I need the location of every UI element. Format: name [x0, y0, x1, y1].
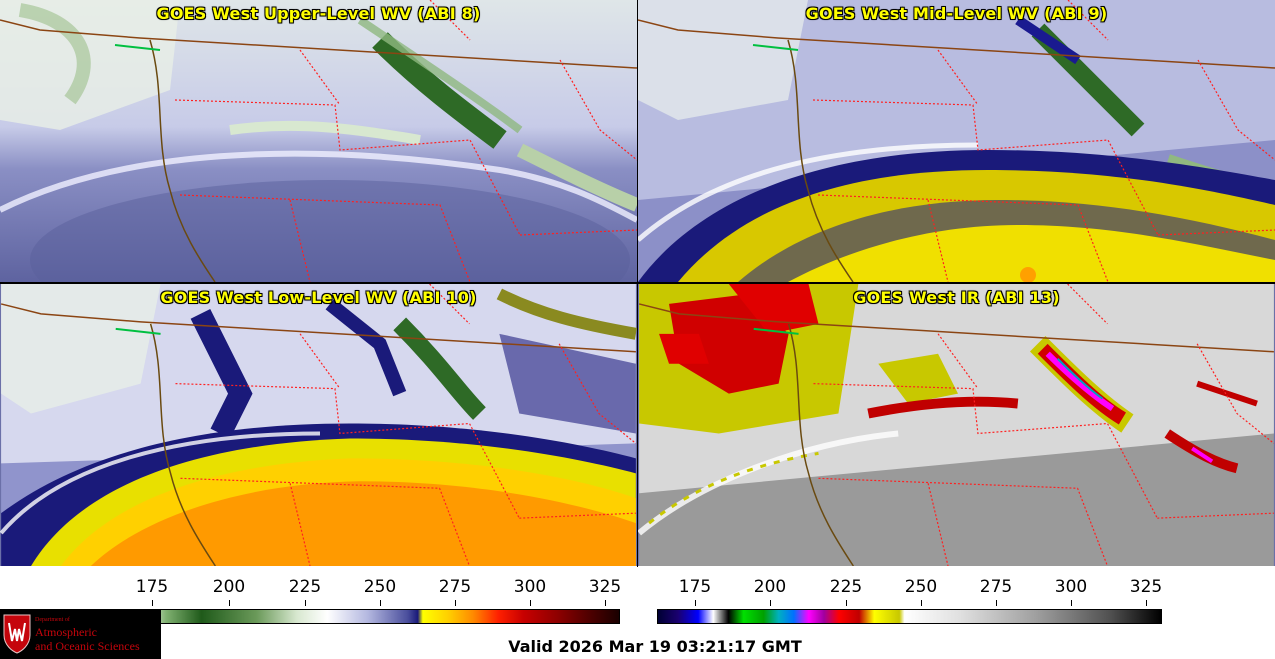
tick-label: 325 — [1129, 577, 1163, 597]
tick-mark — [846, 600, 847, 606]
ir-colorbar — [657, 609, 1162, 624]
tick-label: 325 — [588, 577, 622, 597]
ir-colorbar-ticks: 175 200 225 250 275 300 325 — [657, 577, 1163, 606]
tick-label: 225 — [288, 577, 322, 597]
tick-mark — [455, 600, 456, 606]
upper-level-wv-image — [0, 0, 637, 282]
tick-mark — [605, 600, 606, 606]
tick-mark — [770, 600, 771, 606]
logo-name-line2: and Oceanic Sciences — [35, 639, 140, 653]
wv-colorbar — [115, 609, 620, 624]
ir-image — [638, 284, 1275, 566]
tick-label: 225 — [829, 577, 863, 597]
panel-divider-horizontal — [0, 282, 1275, 284]
tick-label: 175 — [678, 577, 712, 597]
tick-mark — [380, 600, 381, 606]
tick-label: 275 — [979, 577, 1013, 597]
tick-label: 200 — [212, 577, 246, 597]
tick-mark — [921, 600, 922, 606]
tick-label: 175 — [135, 577, 169, 597]
panel-title: GOES West IR (ABI 13) — [853, 288, 1060, 307]
low-level-wv-image — [0, 284, 637, 566]
panel-title: GOES West Mid-Level WV (ABI 9) — [805, 4, 1108, 23]
tick-mark — [530, 600, 531, 606]
upper-level-wv-panel: GOES West Upper-Level WV (ABI 8) — [0, 0, 637, 282]
mid-level-wv-image — [638, 0, 1275, 282]
logo-department-text: Department of — [35, 617, 70, 623]
tick-mark — [1146, 600, 1147, 606]
panel-title: GOES West Upper-Level WV (ABI 8) — [156, 4, 481, 23]
panel-title: GOES West Low-Level WV (ABI 10) — [160, 288, 477, 307]
tick-label: 300 — [513, 577, 547, 597]
tick-mark — [152, 600, 153, 606]
low-level-wv-panel: GOES West Low-Level WV (ABI 10) — [0, 284, 637, 566]
wv-colorbar-ticks: 175 200 225 250 275 300 325 — [115, 577, 622, 606]
tick-label: 250 — [363, 577, 397, 597]
tick-mark — [1071, 600, 1072, 606]
tick-label: 275 — [438, 577, 472, 597]
tick-mark — [305, 600, 306, 606]
uw-crest-icon — [3, 614, 31, 654]
ir-panel: GOES West IR (ABI 13) — [638, 284, 1275, 566]
tick-mark — [996, 600, 997, 606]
valid-time: Valid 2026 Mar 19 03:21:17 GMT — [508, 637, 802, 656]
aos-logo: Department of Atmospheric and Oceanic Sc… — [0, 609, 161, 659]
logo-name-line1: Atmospheric — [35, 625, 97, 639]
tick-label: 200 — [753, 577, 787, 597]
mid-level-wv-panel: GOES West Mid-Level WV (ABI 9) — [638, 0, 1275, 282]
tick-label: 300 — [1054, 577, 1088, 597]
tick-mark — [695, 600, 696, 606]
tick-mark — [229, 600, 230, 606]
tick-label: 250 — [904, 577, 938, 597]
